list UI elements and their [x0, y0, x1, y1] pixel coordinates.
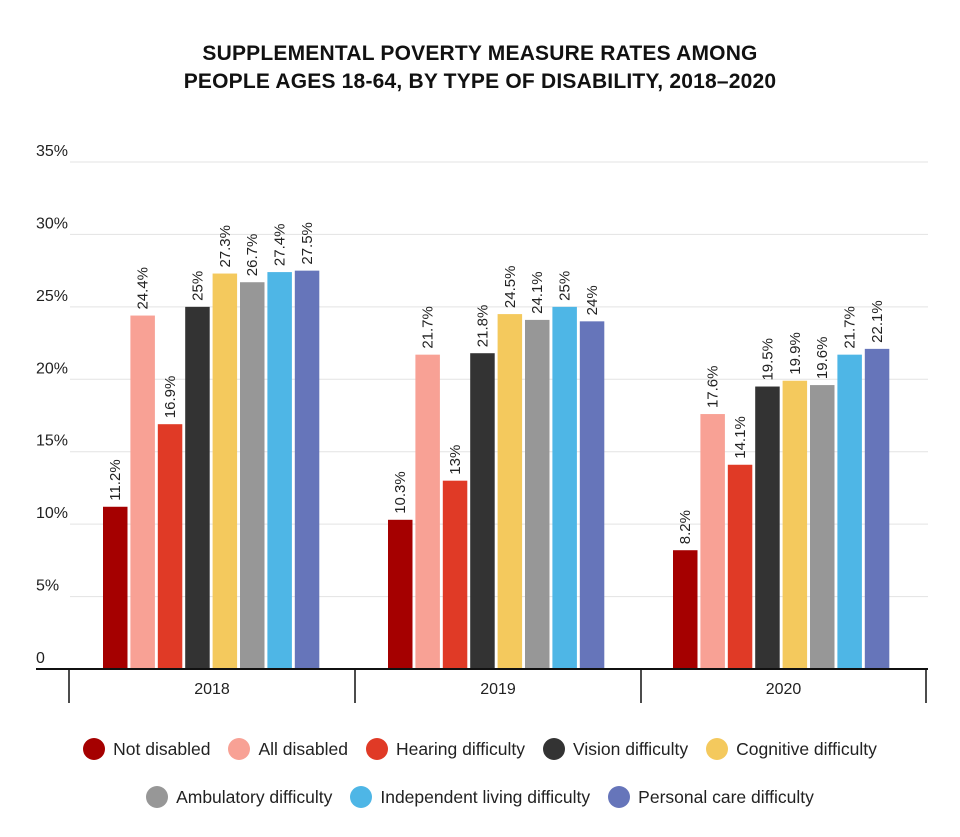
bar — [579, 321, 605, 669]
bar — [755, 386, 780, 669]
bar-value-label: 24.4% — [135, 267, 152, 310]
bar-value-label: 26.7% — [244, 234, 261, 277]
legend-row-1: Not disabled All disabled Hearing difficul… — [0, 738, 960, 760]
bar-value-label: 24.1% — [529, 271, 546, 314]
bar — [157, 424, 183, 669]
bar-value-label: 14.1% — [732, 416, 749, 459]
bar-value-label: 27.4% — [272, 224, 289, 267]
legend-item: Personal care difficulty — [608, 786, 814, 808]
bar — [837, 354, 862, 669]
bar — [470, 353, 495, 669]
legend-swatch — [83, 738, 106, 760]
bar-value-label: 22.1% — [869, 300, 886, 343]
bar-value-label: 13% — [447, 445, 464, 475]
bar — [388, 519, 413, 669]
legend-swatch — [543, 738, 565, 760]
legend-item: Not disabled — [83, 738, 210, 760]
y-tick-label: 0 — [36, 650, 45, 667]
y-tick-label: 15% — [36, 433, 68, 450]
bar — [552, 306, 577, 669]
bar — [442, 480, 468, 669]
legend-swatch — [365, 738, 388, 760]
bar — [294, 270, 320, 669]
chart-title-line-1: SUPPLEMENTAL POVERTY MEASURE RATES AMONG — [202, 42, 758, 65]
bar-value-label: 17.6% — [705, 366, 722, 409]
bar-value-label: 16.9% — [162, 376, 179, 419]
bar-value-label: 27.5% — [299, 222, 316, 265]
bar — [103, 506, 128, 669]
bar — [673, 550, 698, 669]
bar — [185, 306, 210, 669]
chart-title-line-2: PEOPLE AGES 18-64, BY TYPE OF DISABILITY… — [183, 70, 777, 93]
x-category-label: 2019 — [480, 681, 516, 698]
bar-value-label: 24.5% — [502, 266, 519, 309]
bar-value-label: 25% — [189, 271, 206, 301]
x-category-label: 2018 — [194, 681, 230, 698]
legend-label: Not disabled — [113, 738, 211, 759]
y-tick-label: 20% — [36, 360, 68, 377]
legend-swatch — [228, 738, 251, 760]
bar-value-label: 8.2% — [677, 510, 694, 544]
legend-label: Independent living difficulty — [380, 786, 591, 807]
bar — [810, 385, 835, 669]
bar-value-label: 24% — [584, 285, 601, 315]
legend-item: Hearing difficulty — [365, 738, 525, 760]
bar — [212, 273, 238, 669]
legend-label: Personal care difficulty — [638, 786, 814, 807]
legend-swatch — [350, 786, 373, 808]
legend-swatch — [608, 786, 631, 808]
legend-item: Ambulatory difficulty — [146, 786, 332, 808]
legend-swatch — [706, 738, 729, 760]
legend-label: Cognitive difficulty — [736, 738, 877, 759]
bar — [130, 315, 155, 669]
y-tick-label: 25% — [36, 288, 68, 305]
y-tick-label: 30% — [36, 215, 68, 232]
y-tick-label: 10% — [36, 505, 68, 522]
chart-title: SUPPLEMENTAL POVERTY MEASURE RATES AMONG… — [0, 40, 960, 96]
bar-value-label: 19.9% — [787, 332, 804, 375]
legend-item: Independent living difficulty — [350, 786, 590, 808]
bar-value-label: 25% — [557, 271, 574, 301]
legend-label: Hearing difficulty — [395, 738, 525, 759]
legend-label: All disabled — [258, 738, 348, 759]
bar-value-label: 21.8% — [474, 305, 491, 348]
bar-value-label: 10.3% — [392, 471, 409, 514]
bar-value-label: 21.7% — [420, 306, 437, 349]
bar-value-label: 19.5% — [759, 338, 776, 381]
legend-label: Vision difficulty — [573, 738, 689, 759]
legend-label: Ambulatory difficulty — [176, 786, 333, 807]
legend-item: All disabled — [228, 738, 348, 760]
bar-chart: 0 5% 10% 15% 20% 25% 30% 35% 11.2% 10.3% 8.2% 24.4%… — [36, 143, 928, 703]
bar — [267, 272, 292, 669]
x-category-label: 2020 — [766, 681, 802, 698]
bar — [782, 380, 808, 669]
bar — [415, 354, 440, 669]
bar — [525, 319, 550, 669]
bar-value-label: 19.6% — [814, 337, 831, 380]
bar — [240, 282, 265, 669]
legend-item: Vision difficulty — [543, 738, 688, 760]
bar-value-label: 21.7% — [842, 306, 859, 349]
bar — [727, 464, 753, 669]
bar — [864, 348, 890, 669]
legend-item: Cognitive difficulty — [706, 738, 877, 760]
y-tick-label: 35% — [36, 143, 68, 160]
bar-value-label: 27.3% — [217, 225, 234, 268]
bar-value-label: 11.2% — [107, 459, 124, 500]
legend-swatch — [146, 786, 169, 808]
bar — [700, 414, 725, 669]
y-tick-label: 5% — [36, 578, 59, 595]
legend-row-2: Ambulatory difficulty Independent living … — [0, 786, 960, 808]
bar — [497, 314, 523, 669]
